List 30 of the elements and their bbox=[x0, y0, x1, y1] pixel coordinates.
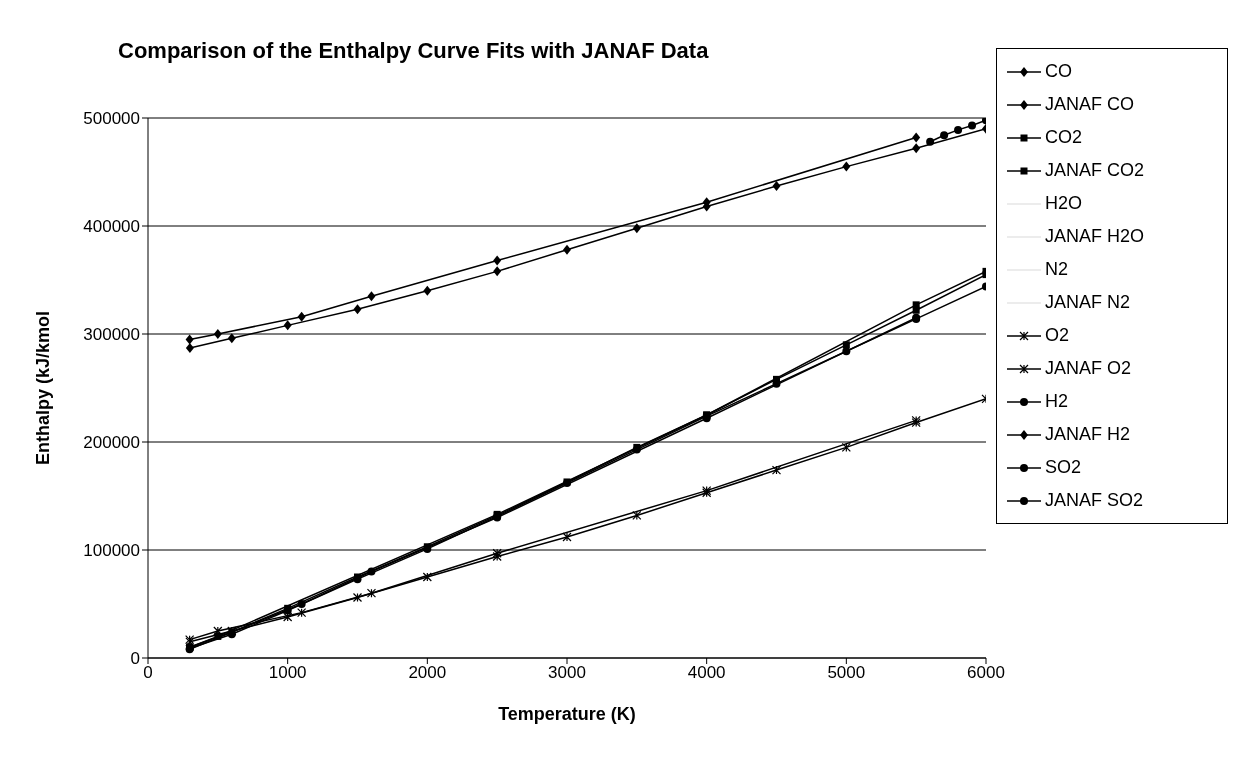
legend-label: JANAF CO bbox=[1045, 94, 1135, 115]
legend-label: JANAF O2 bbox=[1045, 358, 1132, 379]
y-tick-label: 100000 bbox=[83, 541, 140, 561]
y-axis-title: Enthalpy (kJ/kmol bbox=[33, 310, 54, 466]
x-tick-label: 0 bbox=[143, 663, 153, 683]
legend-label: CO bbox=[1045, 61, 1072, 82]
legend-label: H2O bbox=[1045, 193, 1083, 214]
x-tick-label: 5000 bbox=[827, 663, 866, 683]
legend-label: JANAF SO2 bbox=[1045, 490, 1144, 511]
x-tick-label: 3000 bbox=[548, 663, 586, 683]
y-tick-label: 400000 bbox=[83, 217, 140, 237]
legend-label: JANAF N2 bbox=[1045, 292, 1131, 313]
y-tick-label: 200000 bbox=[83, 433, 140, 453]
y-tick-label: 300000 bbox=[83, 325, 140, 345]
y-tick-label: 0 bbox=[130, 649, 140, 669]
legend-label: CO2 bbox=[1045, 127, 1083, 148]
x-tick-label: 6000 bbox=[967, 663, 1005, 683]
y-tick-label: 500000 bbox=[83, 109, 140, 129]
legend-label: SO2 bbox=[1045, 457, 1082, 478]
x-tick-label: 2000 bbox=[408, 663, 447, 683]
chart-title: Comparison of the Enthalpy Curve Fits with JANAF Data bbox=[118, 38, 709, 64]
legend-label: JANAF H2 bbox=[1045, 424, 1131, 445]
legend-label: JANAF H2O bbox=[1045, 226, 1145, 247]
legend-label: H2 bbox=[1045, 391, 1069, 412]
legend-label: N2 bbox=[1045, 259, 1069, 280]
legend-label: JANAF CO2 bbox=[1045, 160, 1145, 181]
x-axis-title: Temperature (K) bbox=[498, 704, 636, 724]
legend-label: O2 bbox=[1045, 325, 1070, 346]
x-tick-label: 1000 bbox=[268, 663, 307, 683]
x-tick-label: 4000 bbox=[687, 663, 726, 683]
